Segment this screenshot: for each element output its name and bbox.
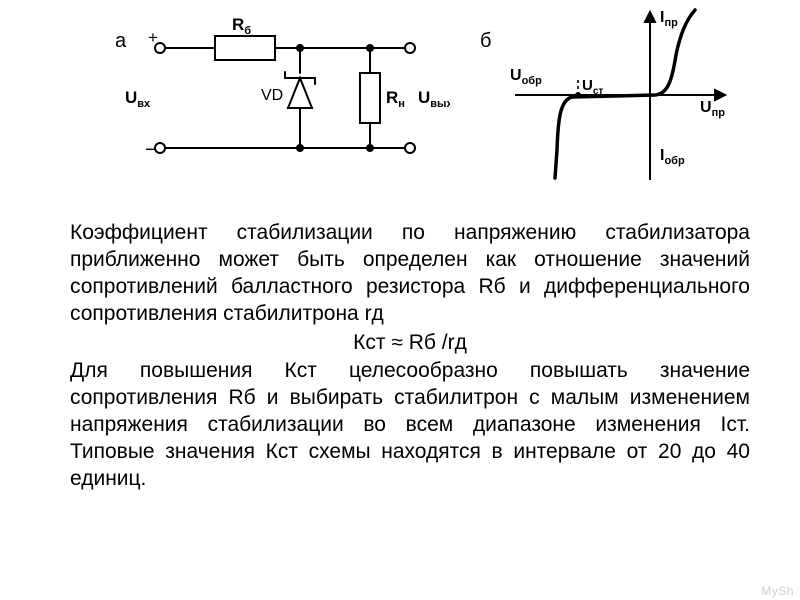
iv-curve: Iпр Iобр Uпр Uобр Uст — [500, 0, 740, 190]
watermark: МуSh — [761, 584, 794, 598]
i-fwd-label: Iпр — [660, 9, 678, 29]
panel-b-label: б — [480, 30, 491, 53]
uout-label: Uвых — [418, 88, 450, 110]
i-rev-label: Iобр — [660, 147, 685, 167]
rballast-label: Rб — [232, 15, 251, 37]
u-fwd-label: Uпр — [700, 99, 725, 119]
diode-label: VD — [261, 87, 283, 104]
minus-label: − — [145, 139, 157, 161]
paragraph-2: Для повышения Кст целесообразно повышать… — [70, 358, 750, 492]
page: а — [0, 0, 800, 600]
uin-label: Uвх — [125, 88, 151, 110]
formula: Кст ≈ Rб /rд — [70, 330, 750, 357]
figure-area: а — [0, 0, 800, 200]
circuit-schematic: + − Uвх Rб VD Rн Uвых — [120, 8, 450, 188]
paragraph-1: Коэффициент стабилизации по напряжению с… — [70, 220, 750, 328]
u-rev-label: Uобр — [510, 67, 542, 87]
plus-label: + — [148, 28, 158, 47]
rload-label: Rн — [386, 88, 405, 110]
text-block: Коэффициент стабилизации по напряжению с… — [70, 220, 750, 493]
